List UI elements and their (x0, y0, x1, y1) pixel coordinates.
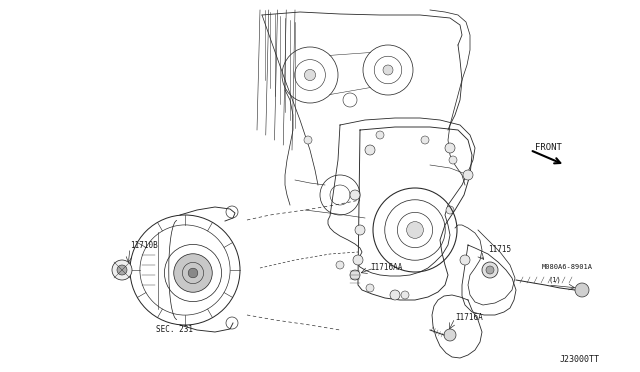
Circle shape (376, 131, 384, 139)
Text: SEC. 231: SEC. 231 (157, 326, 193, 334)
Circle shape (304, 136, 312, 144)
Circle shape (117, 265, 127, 275)
Circle shape (460, 255, 470, 265)
Text: FRONT: FRONT (535, 144, 562, 153)
Circle shape (350, 270, 360, 280)
Circle shape (486, 266, 494, 274)
Circle shape (421, 136, 429, 144)
Circle shape (365, 145, 375, 155)
Circle shape (383, 65, 393, 75)
Text: (1): (1) (548, 277, 561, 283)
Circle shape (446, 206, 454, 214)
Circle shape (112, 260, 132, 280)
Circle shape (173, 254, 212, 292)
Circle shape (188, 268, 198, 278)
Circle shape (406, 222, 424, 238)
Circle shape (449, 156, 457, 164)
Text: J23000TT: J23000TT (560, 356, 600, 365)
Text: M080A6-8901A: M080A6-8901A (542, 264, 593, 270)
Circle shape (350, 190, 360, 200)
Circle shape (353, 255, 363, 265)
Circle shape (355, 225, 365, 235)
Text: I1716A: I1716A (455, 314, 483, 323)
Circle shape (575, 283, 589, 297)
Circle shape (366, 284, 374, 292)
Text: 11710B: 11710B (130, 241, 157, 250)
Circle shape (401, 291, 409, 299)
Circle shape (445, 143, 455, 153)
Circle shape (444, 329, 456, 341)
Circle shape (305, 70, 316, 81)
Text: I1716AA: I1716AA (370, 263, 403, 273)
Circle shape (390, 290, 400, 300)
Circle shape (336, 261, 344, 269)
Circle shape (463, 170, 473, 180)
Circle shape (482, 262, 498, 278)
Text: 11715: 11715 (488, 246, 511, 254)
